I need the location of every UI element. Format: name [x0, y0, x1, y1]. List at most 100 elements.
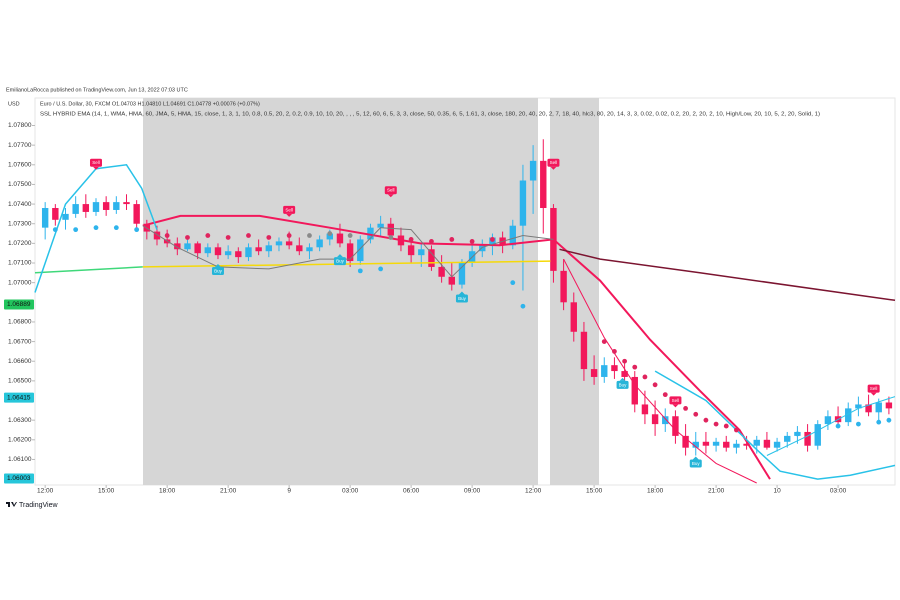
signal-pointer	[692, 456, 699, 460]
ssl-dot	[520, 303, 526, 309]
candle-body	[712, 441, 720, 446]
signal-tag	[455, 294, 468, 303]
y-tick-label: 1.06200	[8, 437, 32, 444]
ssl-dot	[408, 237, 414, 242]
candle-body	[92, 202, 100, 212]
signal-label: Sell	[672, 398, 680, 403]
signal-label: Sell	[870, 386, 878, 391]
y-tick-label: 1.07800	[8, 122, 32, 129]
candle-body	[418, 249, 425, 256]
indicator-line	[559, 248, 896, 302]
candle-body	[133, 204, 140, 224]
session-shade	[550, 98, 599, 485]
ssl-dot	[835, 423, 841, 429]
y-tick-label: 1.07700	[8, 142, 32, 149]
sell-signal: Sell	[867, 384, 880, 396]
indicator-line	[142, 214, 771, 480]
y-tick-label: 1.06800	[8, 319, 32, 326]
ssl-dot	[449, 237, 455, 242]
ssl-dot	[642, 374, 648, 380]
candle-body	[804, 431, 811, 446]
candle-body	[723, 441, 730, 448]
sell-signal: Sell	[283, 205, 296, 217]
candle-body	[529, 160, 537, 181]
candle-body	[479, 245, 486, 252]
ssl-dot	[307, 233, 312, 238]
signal-pointer	[214, 263, 221, 267]
session-shade	[143, 98, 538, 485]
candle-body	[255, 247, 262, 252]
x-tick-label: 12:00	[525, 488, 542, 495]
candle-body	[580, 331, 588, 370]
candle-body	[367, 227, 374, 240]
candle-body	[153, 231, 161, 240]
ssl-dot	[286, 233, 292, 238]
candle-body	[631, 376, 638, 405]
ssl-dot	[469, 239, 475, 244]
x-tick-label: 09:00	[464, 488, 481, 495]
price-badge-label: 1.06415	[7, 394, 31, 401]
candle-body	[824, 416, 832, 425]
signal-tag	[547, 158, 560, 167]
ssl-dot	[693, 411, 699, 417]
candle-body	[641, 404, 649, 415]
y-tick-label: 1.06600	[8, 358, 32, 365]
candle-body	[275, 241, 283, 246]
candle-body	[438, 266, 445, 277]
candle-body	[743, 443, 750, 446]
price-badge	[4, 473, 34, 484]
candle-body	[428, 249, 435, 267]
price-badge	[4, 392, 34, 403]
y-tick-label: 1.07000	[8, 279, 32, 286]
candle-body	[82, 204, 90, 212]
buy-signal: Buy	[616, 377, 629, 389]
ssl-dot	[134, 227, 140, 233]
sell-signal: Sell	[669, 396, 682, 408]
ssl-dot	[429, 239, 434, 244]
candle-body	[377, 223, 384, 228]
brand: TradingView	[19, 502, 58, 509]
ssl-dot	[185, 235, 190, 240]
candle-body	[123, 202, 130, 205]
buy-signal: Buy	[211, 263, 224, 275]
sell-signal: Sell	[547, 158, 560, 170]
candle-body	[285, 241, 293, 246]
ssl-dot	[622, 358, 627, 364]
signal-label: Buy	[214, 268, 223, 273]
y-tick-label: 1.07100	[8, 260, 32, 267]
ssl-dot	[266, 235, 272, 240]
candle-body	[702, 441, 710, 446]
candle-body	[72, 204, 79, 214]
x-tick-label: 10	[773, 488, 781, 495]
y-tick-label: 1.06500	[8, 378, 32, 385]
candle-body	[692, 441, 699, 448]
signal-pointer	[672, 404, 679, 408]
ssl-dot	[601, 339, 607, 344]
candle-body	[102, 202, 110, 210]
ssl-dot	[327, 231, 333, 236]
currency: USD	[8, 101, 20, 107]
y-tick-label: 1.06700	[8, 338, 32, 345]
candle-body	[621, 371, 628, 377]
signal-tag	[384, 186, 397, 195]
ssl-dot	[388, 235, 394, 240]
signal-pointer	[870, 392, 877, 396]
ssl-dot	[164, 233, 170, 238]
publisher: EmilianoLaRocca published on TradingView…	[6, 87, 188, 93]
candle-body	[763, 439, 771, 448]
candle-body	[214, 247, 222, 256]
signal-pointer	[387, 194, 394, 198]
candle-body	[184, 243, 191, 250]
signal-label: Buy	[458, 296, 467, 301]
price-badge-label: 1.06003	[7, 475, 31, 482]
ssl-dot	[357, 268, 363, 274]
ssl-dot	[662, 392, 668, 398]
candle-body	[753, 439, 760, 446]
signal-pointer	[619, 377, 626, 381]
candle-body	[336, 233, 344, 244]
indicator-line	[34, 163, 158, 293]
candle-body	[662, 416, 669, 425]
signal-tag	[283, 205, 296, 214]
candle-body	[845, 408, 852, 423]
